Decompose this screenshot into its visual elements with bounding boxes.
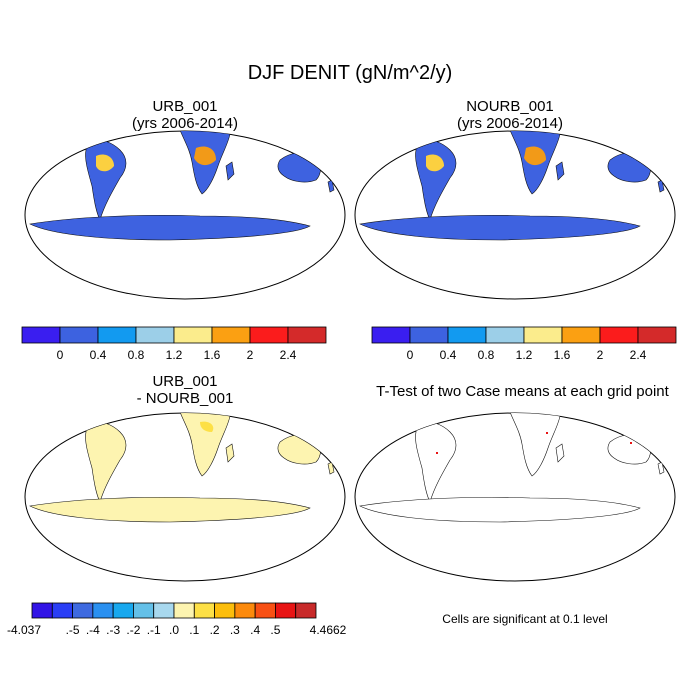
colorbar-swatch	[173, 326, 213, 344]
colorbar-swatch	[51, 602, 73, 619]
colorbar-swatch	[637, 326, 677, 344]
colorbar-swatch	[523, 326, 563, 344]
colorbar-label: 4.4662	[310, 623, 347, 637]
colorbar-swatch	[97, 326, 137, 344]
colorbar-label: -4.037	[7, 623, 41, 637]
colorbar-label: 0.4	[440, 348, 457, 362]
panel-title-ttest: T-Test of two Case means at each grid po…	[350, 383, 695, 400]
colorbar-label: 2.4	[630, 348, 647, 362]
colorbar-label: 0.8	[478, 348, 495, 362]
colorbar-label: .-3	[106, 623, 120, 637]
colorbar-swatch	[254, 602, 276, 619]
colorbar-swatch	[72, 602, 94, 619]
colorbar-swatch	[234, 602, 256, 619]
colorbar-swatch	[133, 602, 155, 619]
colorbar-label: 2	[597, 348, 604, 362]
colorbar-label: 0	[407, 348, 414, 362]
colorbar-label: 0	[57, 348, 64, 362]
colorbar-swatch	[371, 326, 411, 344]
colorbar-swatch	[409, 326, 449, 344]
panel-title-line1: NOURB_001	[466, 98, 554, 115]
colorbar-label: .3	[230, 623, 240, 637]
colorbar-swatch	[447, 326, 487, 344]
panel-title-urb: URB_001 (yrs 2006-2014)	[40, 98, 330, 132]
colorbar-swatch	[249, 326, 289, 344]
panel-title-line1: URB_001	[152, 373, 218, 390]
colorbar-label: 2.4	[280, 348, 297, 362]
colorbar-swatch	[31, 602, 53, 619]
main-title: DJF DENIT (gN/m^2/y)	[247, 62, 453, 84]
colorbar-swatch	[214, 602, 236, 619]
colorbar-urb: 0 0.4 0.8 1.2 1.6 2 2.4	[21, 326, 327, 362]
colorbar-label: .5	[270, 623, 280, 637]
colorbar-difference: -4.037 .-5 .-4 .-3 .-2 .-1 .0 .1 .2 .3 .4 .5 4.4662	[7, 602, 347, 637]
colorbar-label: .-1	[147, 623, 161, 637]
panel-title-line2: - NOURB_001	[136, 390, 234, 407]
colorbar-label: .1	[189, 623, 199, 637]
colorbar-label: .2	[210, 623, 220, 637]
colorbar-label: 2	[247, 348, 254, 362]
map-panel-difference	[24, 412, 346, 582]
colorbar-label: .4	[250, 623, 260, 637]
colorbar-label: 0.8	[128, 348, 145, 362]
colorbar-swatch	[561, 326, 601, 344]
colorbar-swatch	[275, 602, 297, 619]
colorbar-swatch	[59, 326, 99, 344]
colorbar-swatch	[287, 326, 327, 344]
panel-title-line1: T-Test of two Case means at each grid po…	[376, 383, 669, 400]
colorbar-swatch	[135, 326, 175, 344]
colorbar-label: 0.4	[90, 348, 107, 362]
colorbar-swatch	[112, 602, 134, 619]
colorbar-label: .-2	[126, 623, 140, 637]
panel-title-line1: URB_001	[152, 98, 218, 115]
colorbar-label: .-4	[86, 623, 100, 637]
colorbar-swatch	[193, 602, 215, 619]
colorbar-swatch	[599, 326, 639, 344]
panel-title-line2: (yrs 2006-2014)	[132, 115, 238, 132]
colorbar-swatch	[485, 326, 525, 344]
colorbar-label: 1.6	[204, 348, 221, 362]
colorbar-swatch	[21, 326, 61, 344]
map-panel-nourb	[354, 130, 676, 300]
colorbar-swatch	[153, 602, 175, 619]
colorbar-label: 1.6	[554, 348, 571, 362]
panel-title-difference: URB_001 - NOURB_001	[40, 373, 330, 407]
panel-title-nourb: NOURB_001 (yrs 2006-2014)	[365, 98, 655, 132]
colorbar-label: .-5	[66, 623, 80, 637]
map-panel-urb	[24, 130, 346, 300]
colorbar-nourb: 0 0.4 0.8 1.2 1.6 2 2.4	[371, 326, 677, 362]
colorbar-label: 1.2	[516, 348, 533, 362]
colorbar-label: 1.2	[166, 348, 183, 362]
map-panel-ttest	[354, 412, 676, 582]
colorbar-label: .0	[169, 623, 179, 637]
significance-note: Cells are significant at 0.1 level	[442, 612, 608, 626]
colorbar-swatch	[295, 602, 317, 619]
colorbar-swatch	[92, 602, 114, 619]
colorbar-swatch	[211, 326, 251, 344]
colorbar-swatch	[173, 602, 195, 619]
panel-title-line2: (yrs 2006-2014)	[457, 115, 563, 132]
